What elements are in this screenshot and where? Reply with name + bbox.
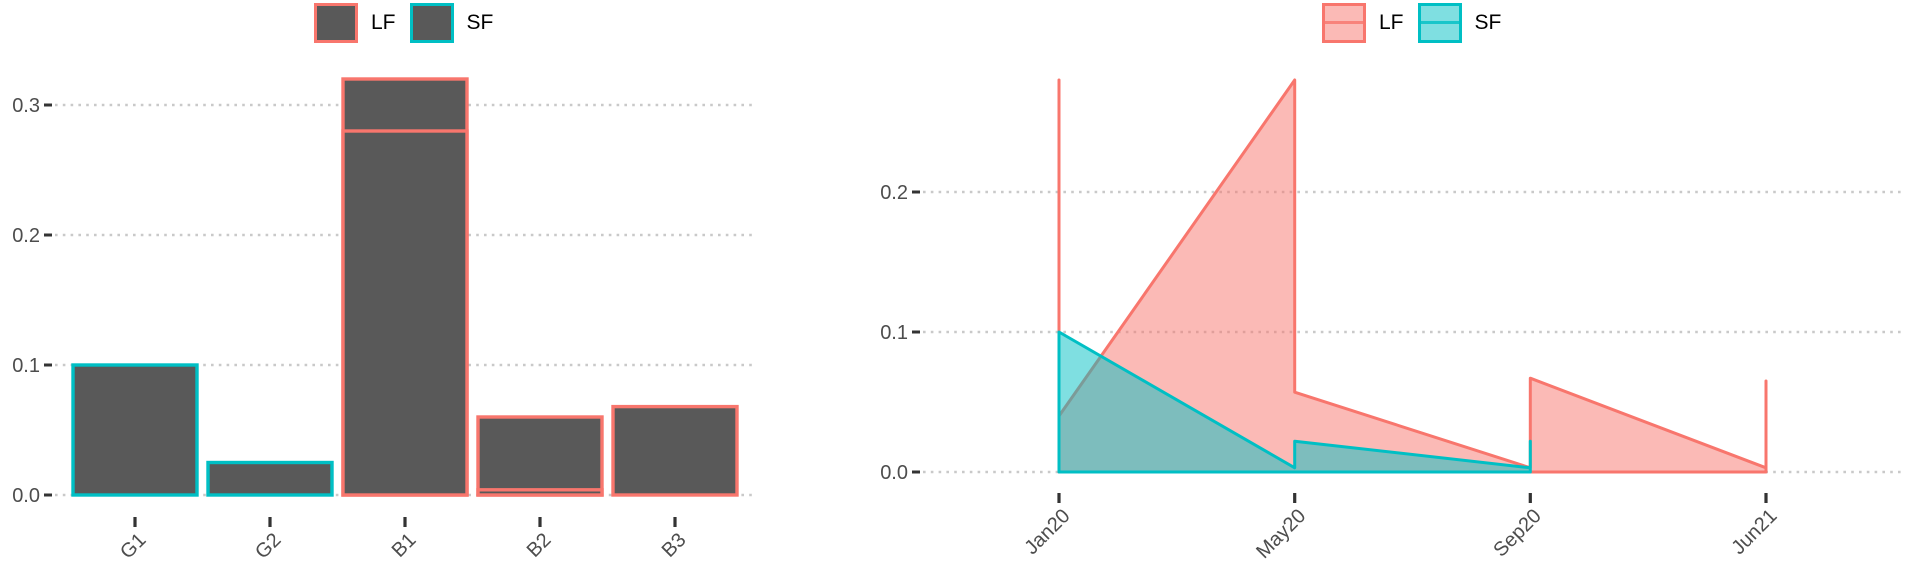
bar-b3-lf bbox=[611, 404, 739, 497]
x-tick-label-right-sep20: Sep20 bbox=[1489, 505, 1545, 561]
x-tick-label-right-may20: May20 bbox=[1252, 505, 1310, 563]
bar-b2-lf bbox=[476, 488, 604, 497]
legend-item-lf: LF bbox=[314, 2, 396, 43]
y-tick-label-left-0.2: 0.2 bbox=[12, 225, 40, 247]
legend-key-lf-bar bbox=[314, 2, 358, 43]
y-tick-label-right-0.0: 0.0 bbox=[880, 462, 908, 484]
legend-item-lf: LF bbox=[1322, 2, 1404, 43]
legend-label-sf: SF bbox=[1474, 11, 1502, 34]
legend-item-sf: SF bbox=[409, 2, 494, 43]
x-tick-label-right-jun21: Jun21 bbox=[1727, 505, 1781, 559]
y-tick-label-left-0.1: 0.1 bbox=[12, 355, 40, 377]
legend-right: LF SF bbox=[1322, 2, 1501, 43]
bar-g2-sf bbox=[206, 460, 334, 497]
legend-label-lf: LF bbox=[1379, 11, 1404, 34]
y-tick-label-right-0.2: 0.2 bbox=[880, 182, 908, 204]
legend-item-sf: SF bbox=[1417, 2, 1502, 43]
x-tick-label-left-b2: B2 bbox=[523, 529, 556, 562]
legend-key-lf-area bbox=[1322, 2, 1366, 43]
x-tick-label-left-g1: G1 bbox=[116, 529, 150, 563]
y-tick-label-left-0.0: 0.0 bbox=[12, 485, 40, 507]
legend-key-sf-bar bbox=[409, 2, 454, 43]
x-tick-label-right-jan20: Jan20 bbox=[1020, 505, 1074, 559]
y-tick-label-right-0.1: 0.1 bbox=[880, 322, 908, 344]
bar-b1-lf bbox=[341, 129, 469, 497]
y-tick-label-left-0.3: 0.3 bbox=[12, 95, 40, 117]
legend-keyline-sf bbox=[1420, 21, 1459, 24]
area-sf bbox=[1057, 330, 1532, 474]
x-tick-label-left-g2: G2 bbox=[251, 529, 285, 563]
legend-left: LF SF bbox=[314, 2, 493, 43]
bar-b2-lf bbox=[476, 415, 604, 497]
bar-g1-sf bbox=[71, 363, 199, 497]
legend-keyline-lf bbox=[1325, 21, 1363, 24]
legend-label-sf: SF bbox=[466, 11, 494, 34]
x-tick-label-left-b1: B1 bbox=[388, 529, 421, 562]
legend-label-lf: LF bbox=[371, 11, 396, 34]
x-tick-label-left-b3: B3 bbox=[658, 529, 691, 562]
legend-key-sf-area bbox=[1417, 2, 1462, 43]
